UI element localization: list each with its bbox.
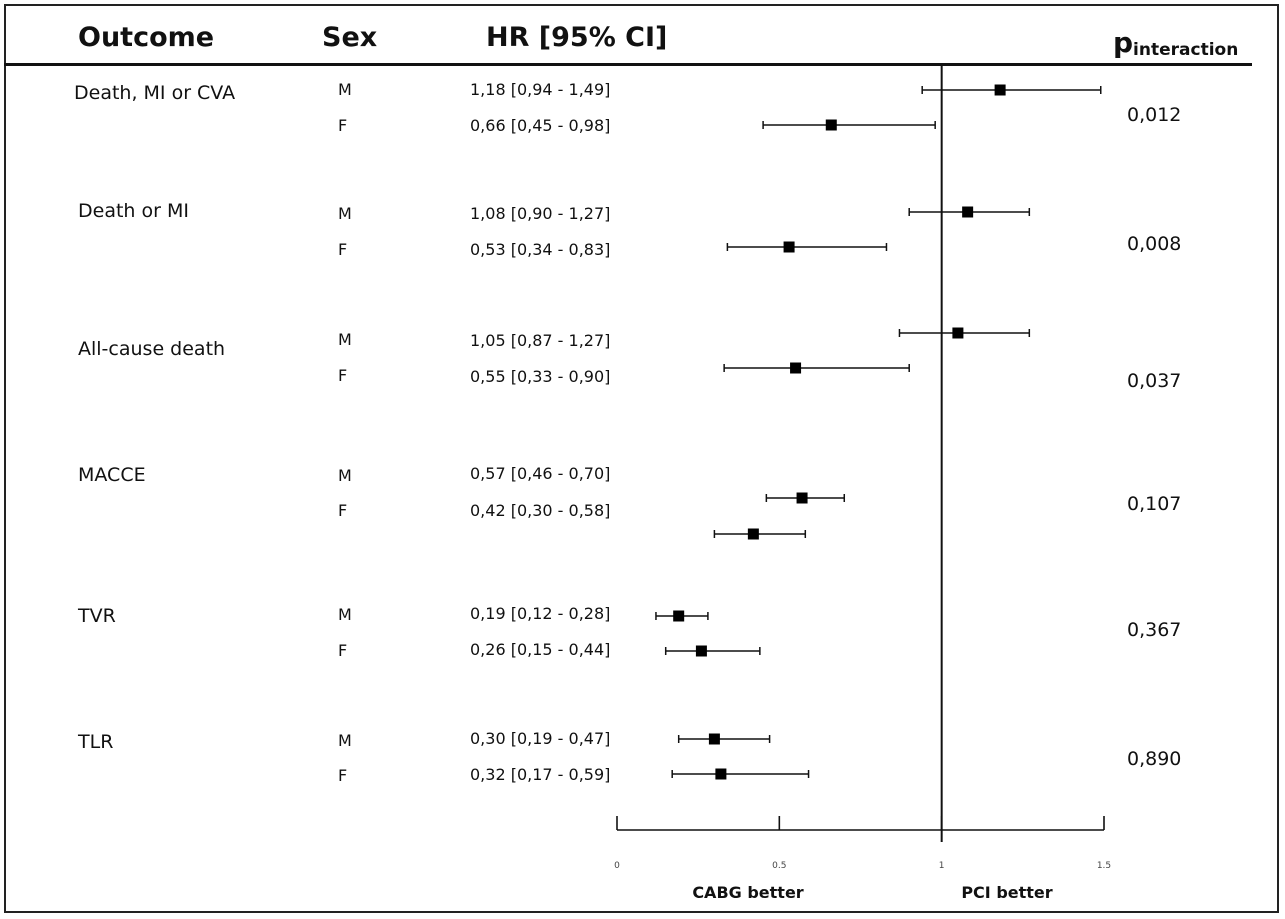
header-outcome: Outcome (78, 22, 215, 53)
sex-label: M (338, 330, 352, 349)
p-interaction-value: 0,107 (1127, 493, 1182, 515)
hr-ci-text: 0,30 [0,19 - 0,47] (470, 729, 611, 748)
sex-label: M (338, 605, 352, 624)
header-p-subscript: interaction (1133, 40, 1239, 60)
sex-label: M (338, 80, 352, 99)
sex-label: F (338, 501, 348, 520)
hr-ci-text: 0,57 [0,46 - 0,70] (470, 464, 611, 483)
p-interaction-value: 0,037 (1127, 370, 1182, 392)
header-p-interaction: pinteraction (1113, 26, 1238, 60)
hr-point (994, 84, 1006, 96)
header-rule (4, 63, 1252, 66)
header-p-letter: p (1113, 26, 1134, 59)
sex-label: F (338, 240, 348, 259)
sex-label: F (338, 641, 348, 660)
hr-ci-text: 1,05 [0,87 - 1,27] (470, 331, 611, 350)
cabg-better-label: CABG better (692, 883, 803, 902)
hr-ci-text: 0,55 [0,33 - 0,90] (470, 367, 611, 386)
hr-ci-text: 0,26 [0,15 - 0,44] (470, 640, 611, 659)
hr-point (796, 492, 808, 504)
hr-point (673, 610, 685, 622)
hr-point (825, 119, 837, 131)
figure-frame (4, 4, 1279, 913)
header-sex: Sex (322, 22, 378, 53)
x-tick-label: 1.5 (1097, 861, 1111, 871)
hr-point (962, 206, 974, 218)
x-tick-label: 0 (614, 861, 620, 871)
outcome-label: MACCE (78, 464, 146, 486)
outcome-label: Death or MI (78, 200, 189, 222)
sex-label: M (338, 731, 352, 750)
outcome-label: All-cause death (78, 338, 226, 360)
x-tick-label: 1 (939, 861, 945, 871)
hr-ci-text: 1,08 [0,90 - 1,27] (470, 204, 611, 223)
hr-ci-text: 1,18 [0,94 - 1,49] (470, 80, 611, 99)
outcome-label: TVR (78, 605, 116, 627)
hr-point (708, 733, 720, 745)
hr-ci-text: 0,66 [0,45 - 0,98] (470, 116, 611, 135)
hr-ci-text: 0,53 [0,34 - 0,83] (470, 240, 611, 259)
x-tick-label: 0.5 (772, 861, 786, 871)
p-interaction-value: 0,008 (1127, 233, 1182, 255)
outcome-label: Death, MI or CVA (74, 82, 236, 104)
p-interaction-value: 0,890 (1127, 748, 1182, 770)
hr-point (695, 645, 707, 657)
hr-ci-text: 0,19 [0,12 - 0,28] (470, 604, 611, 623)
p-interaction-value: 0,367 (1127, 619, 1182, 641)
hr-ci-text: 0,32 [0,17 - 0,59] (470, 765, 611, 784)
sex-label: F (338, 766, 348, 785)
hr-point (783, 241, 795, 253)
hr-point (790, 362, 802, 374)
sex-label: M (338, 466, 352, 485)
header-hr-ci: HR [95% CI] (486, 22, 668, 53)
sex-label: F (338, 116, 348, 135)
p-interaction-value: 0,012 (1127, 104, 1182, 126)
pci-better-label: PCI better (961, 883, 1052, 902)
hr-point (747, 528, 759, 540)
sex-label: M (338, 204, 352, 223)
sex-label: F (338, 366, 348, 385)
hr-point (715, 768, 727, 780)
hr-point (952, 327, 964, 339)
outcome-label: TLR (78, 731, 114, 753)
hr-ci-text: 0,42 [0,30 - 0,58] (470, 501, 611, 520)
